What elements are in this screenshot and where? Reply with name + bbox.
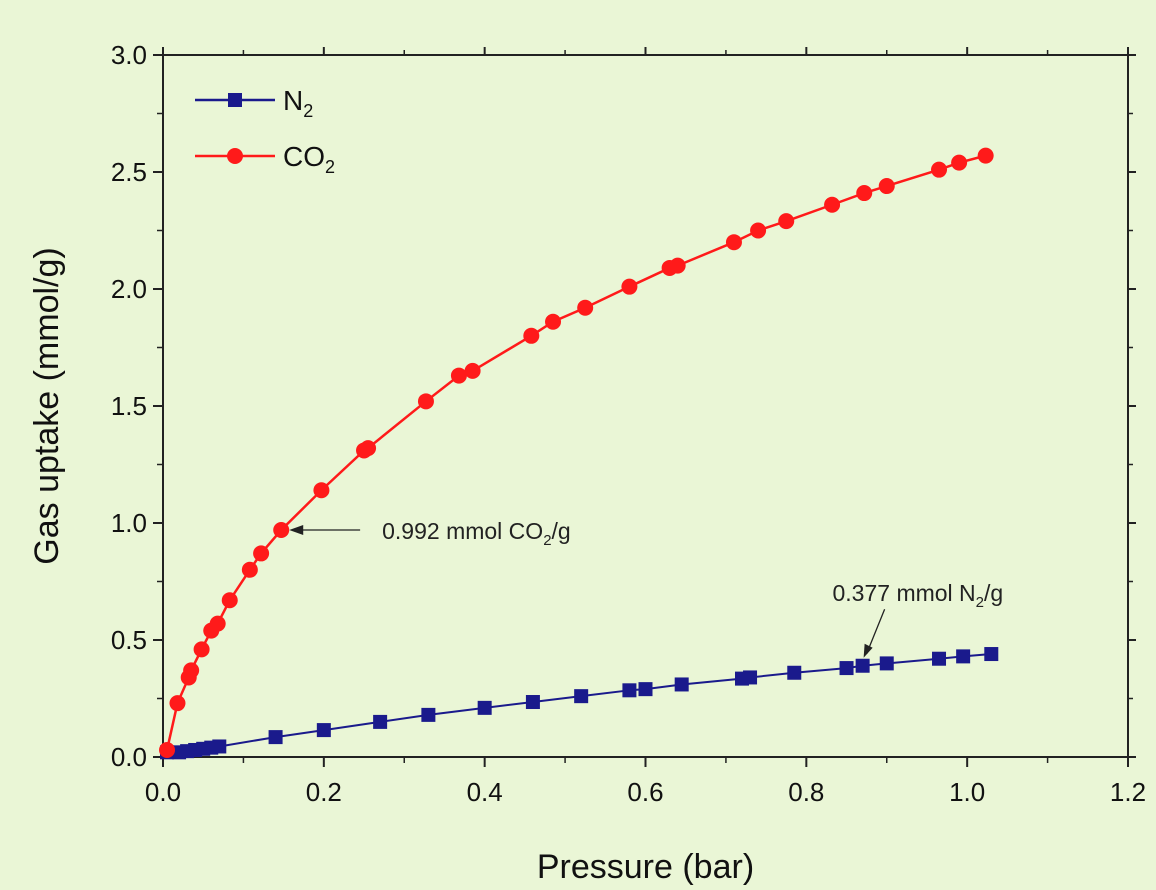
data-point [241,561,258,578]
y-tick-label: 2.0 [111,274,147,304]
data-point [984,647,999,662]
data-point [268,730,283,745]
x-tick-label: 1.2 [1110,777,1146,807]
x-tick-label: 0.2 [306,777,342,807]
data-point [273,522,290,539]
data-point [621,278,638,295]
y-tick-label: 0.5 [111,625,147,655]
data-point [956,649,971,664]
data-point [674,677,689,692]
data-point [824,196,841,213]
data-point [417,393,434,410]
data-point [209,615,226,632]
data-point [878,178,895,195]
data-point [669,257,686,274]
data-point [750,222,767,239]
data-point [523,327,540,344]
data-point [525,695,540,710]
data-point [183,662,200,679]
data-point [221,592,238,609]
data-point [253,545,270,562]
y-tick-label: 1.0 [111,508,147,538]
y-tick-label: 1.5 [111,391,147,421]
data-point [725,234,742,251]
legend-marker [227,148,243,164]
data-point [778,213,795,230]
data-point [879,656,894,671]
data-point [159,741,176,758]
x-tick-label: 0.6 [627,777,663,807]
data-point [787,665,802,680]
data-point [421,707,436,722]
data-point [450,367,467,384]
y-tick-label: 3.0 [111,40,147,70]
legend-entry-co2: CO2 [195,141,335,177]
data-point [545,313,562,330]
data-point [169,695,186,712]
x-tick-label: 0.0 [145,777,181,807]
data-point [951,154,968,171]
data-point [212,739,227,754]
y-tick-label: 2.5 [111,157,147,187]
data-point [577,299,594,316]
data-point [316,723,331,738]
data-point [977,147,994,164]
data-point [373,714,388,729]
x-tick-label: 0.8 [788,777,824,807]
data-point [574,689,589,704]
data-point [477,700,492,715]
data-point [622,683,637,698]
data-point [856,185,873,202]
annotation-label: 0.377 mmol N2/g [833,580,1004,611]
legend-entry-n2: N2 [195,85,313,121]
data-point [193,641,210,658]
x-tick-label: 1.0 [949,777,985,807]
x-tick-label: 0.4 [467,777,503,807]
data-point [743,670,758,685]
annotation-1: 0.992 mmol CO2/g [289,518,571,549]
data-point [855,658,870,673]
annotation-layer: 0.992 mmol CO2/g 0.377 mmol N2/g [289,518,1003,658]
x-axis-title: Pressure (bar) [537,848,754,886]
annotation-arrowhead [863,643,873,658]
series-n2 [160,647,999,760]
data-point [360,440,377,457]
data-point [931,161,948,178]
annotation-2: 0.377 mmol N2/g [833,580,1004,658]
y-tick-label: 0.0 [111,742,147,772]
series-layer [159,147,999,760]
y-axis-title: Gas uptake (mmol/g) [28,247,66,564]
annotation-arrowhead [289,525,304,536]
y-axis: 0.0 0.5 1.0 1.5 2.0 2.5 3.0 [111,40,1136,772]
series-co2 [159,147,994,758]
x-axis: 0.0 0.2 0.4 0.6 0.8 1.0 1.2 [145,47,1146,807]
data-point [932,651,947,666]
legend: N2 CO2 [195,85,335,177]
data-point [839,661,854,676]
legend-label: CO2 [283,141,335,177]
annotation-label: 0.992 mmol CO2/g [382,518,571,549]
legend-label: N2 [283,85,313,121]
data-point [638,682,653,697]
legend-marker [228,93,242,107]
data-point [313,482,330,499]
data-point [464,362,481,379]
